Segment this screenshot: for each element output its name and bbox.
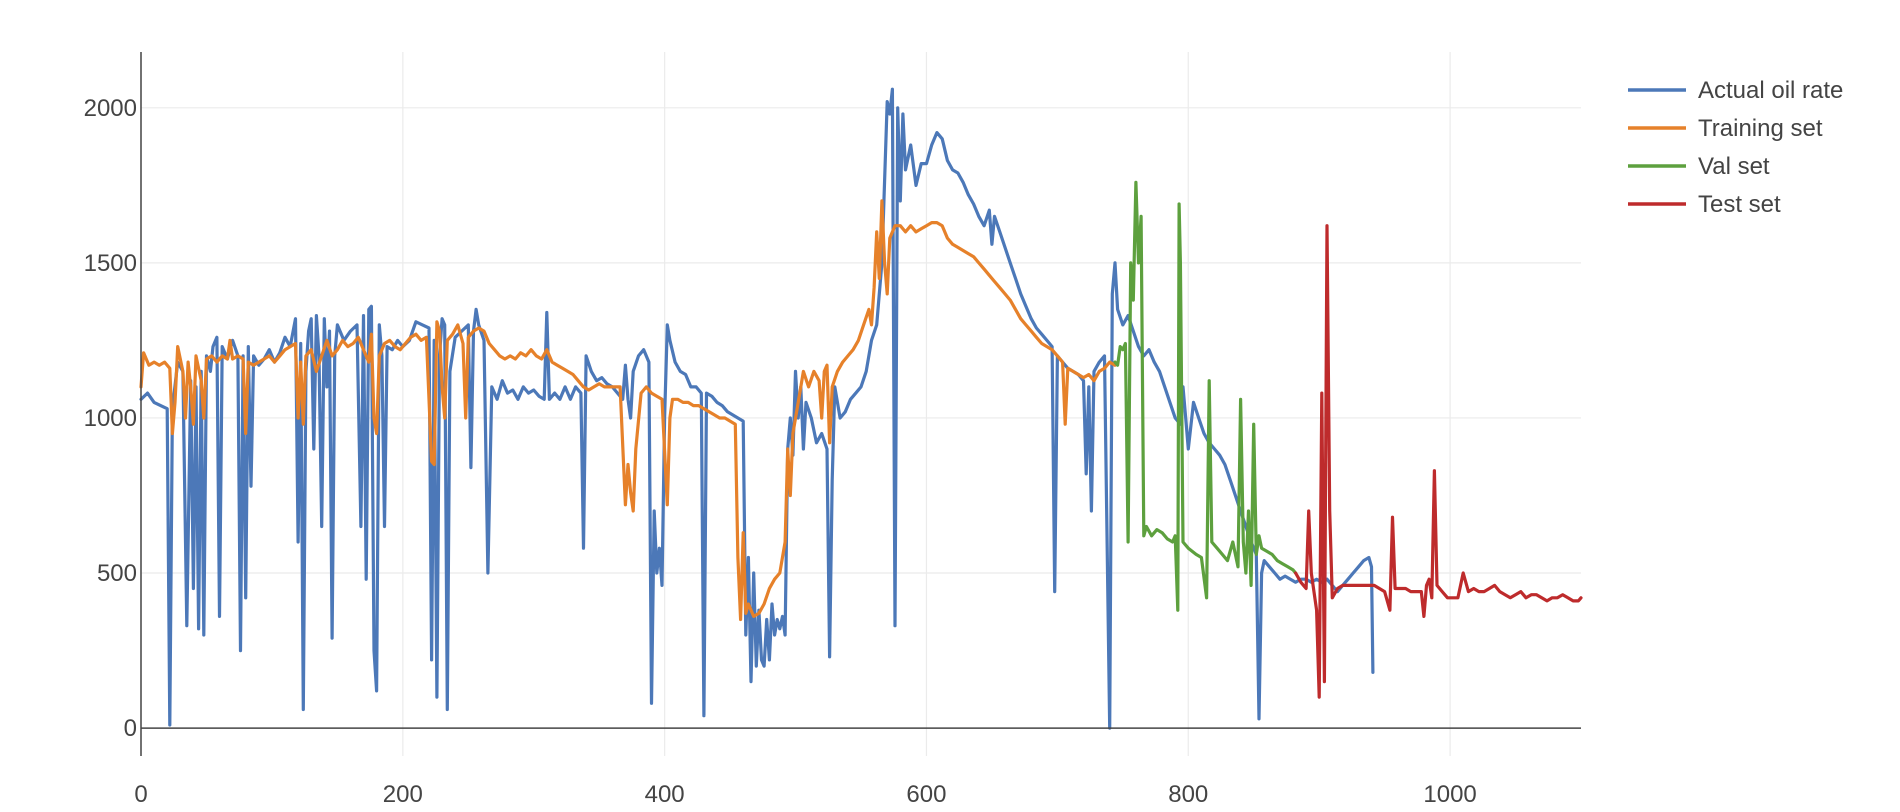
y-tick-label: 0 [124, 715, 137, 742]
series-line-test [1294, 224, 1583, 699]
series-line-val [1113, 180, 1298, 612]
y-tick-label: 1500 [84, 250, 137, 277]
legend-label: Training set [1698, 115, 1823, 142]
x-tick-label: 800 [1168, 781, 1208, 808]
legend-item-training[interactable]: Training set [1628, 115, 1823, 142]
x-tick-label: 400 [645, 781, 685, 808]
legend: Actual oil rate Training set Val set Test s… [1628, 77, 1843, 218]
x-tick-label: 600 [906, 781, 946, 808]
series-lines [139, 87, 1583, 730]
legend-label: Actual oil rate [1698, 77, 1843, 104]
gridlines [141, 52, 1581, 756]
axes: 0 200 400 600 800 1000 0 500 1000 1500 2000 [84, 52, 1581, 808]
legend-label: Val set [1698, 153, 1770, 180]
legend-item-test[interactable]: Test set [1628, 191, 1781, 218]
y-tick-label: 1000 [84, 405, 137, 432]
x-tick-label: 1000 [1423, 781, 1476, 808]
legend-item-actual[interactable]: Actual oil rate [1628, 77, 1843, 104]
series-line-actual [139, 87, 1375, 730]
x-tick-label: 0 [134, 781, 147, 808]
x-tick-label: 200 [383, 781, 423, 808]
series-line-training [139, 199, 1117, 622]
legend-label: Test set [1698, 191, 1781, 218]
y-tick-label: 500 [97, 560, 137, 587]
legend-item-val[interactable]: Val set [1628, 153, 1770, 180]
y-tick-label: 2000 [84, 95, 137, 122]
